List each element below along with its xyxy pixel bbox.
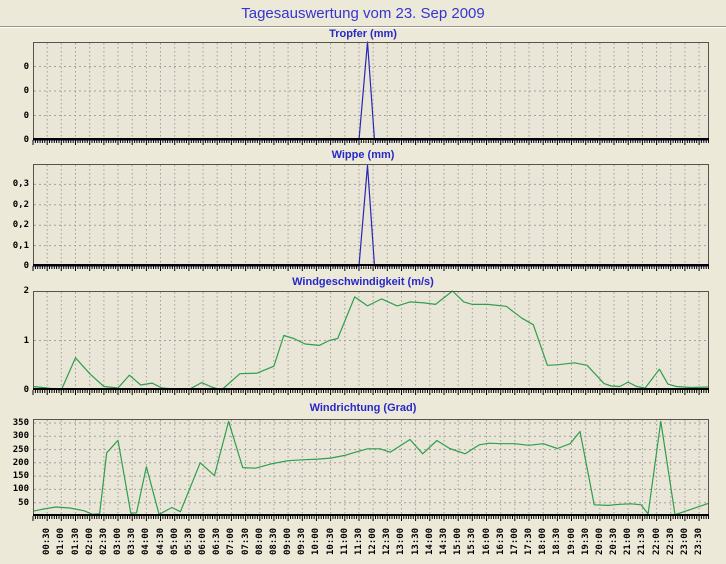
y-tick-label: 0 [23,110,29,121]
x-tick-label: 11:30 [353,527,364,555]
chart-title-wippe: Wippe (mm) [331,149,395,161]
x-tick-label: 11:00 [339,527,350,555]
x-tick-label: 10:30 [325,527,336,555]
x-tick-label: 14:00 [424,527,435,555]
y-tick-label: 0 [23,86,29,96]
y-tick-label: 0 [23,61,29,72]
x-tick-label: 18:00 [538,527,549,555]
x-tick-label: 19:00 [566,527,577,555]
windgeschwindigkeit-plot [32,290,710,395]
y-tick-label: 0,3 [12,179,29,190]
x-tick-label: 12:00 [368,527,379,555]
x-tick-label: 02:30 [98,527,109,555]
x-tick-label: 07:00 [226,527,237,555]
y-tick-label: 2 [23,286,29,296]
x-tick-label: 10:00 [311,527,322,555]
x-tick-label: 14:30 [438,527,449,555]
tropfer-plot [32,41,709,145]
x-tick-label: 15:30 [467,527,478,555]
y-tick-label: 0 [23,385,29,395]
y-tick-label: 200 [12,457,29,468]
title-divider [0,26,726,28]
x-tick-label: 08:30 [268,527,279,555]
x-tick-label: 08:00 [254,527,265,555]
x-tick-label: 03:30 [127,527,138,555]
x-tick-label: 09:30 [297,527,308,555]
x-tick-label: 07:30 [240,527,251,555]
x-tick-label: 09:00 [283,527,294,555]
x-tick-label: 01:30 [70,527,81,555]
x-tick-label: 17:30 [524,527,535,555]
x-tick-label: 22:30 [665,527,676,555]
chart-title-tropfer: Tropfer (mm) [329,28,397,40]
x-tick-label: 01:00 [56,527,67,555]
x-tick-label: 18:30 [552,527,563,555]
x-tick-label: 06:30 [212,527,223,555]
y-tick-label: 150 [12,471,29,482]
y-tick-label: 300 [12,431,29,442]
windrichtung-plot [32,419,710,521]
y-tick-label: 0,2 [12,199,29,210]
x-tick-label: 00:30 [42,527,53,555]
y-tick-label: 350 [12,417,29,428]
y-tick-label: 250 [12,444,29,455]
y-tick-label: 0,1 [12,240,29,251]
x-tick-label: 02:00 [84,527,95,555]
y-tick-label: 0 [23,261,29,271]
x-tick-label: 06:00 [198,527,209,555]
y-tick-label: 50 [18,497,29,508]
x-tick-label: 21:30 [637,527,648,555]
y-tick-label: 0,2 [12,220,29,231]
x-tick-label: 16:30 [495,527,506,555]
chart-title-windrichtung: Windrichtung (Grad) [309,402,417,414]
x-tick-label: 20:30 [609,527,620,555]
x-tick-label: 17:00 [509,527,520,555]
x-tick-label: 13:30 [410,527,421,555]
x-tick-label: 21:00 [623,527,634,555]
y-tick-label: 0 [23,135,29,145]
x-tick-label: 16:00 [481,527,492,555]
x-tick-label: 03:00 [113,527,124,555]
x-tick-label: 04:00 [141,527,152,555]
y-tick-label: 100 [12,484,29,495]
page-title: Tagesauswertung vom 23. Sep 2009 [241,5,485,22]
x-tick-label: 05:00 [169,527,180,555]
x-tick-label: 22:00 [651,527,662,555]
x-tick-label: 23:00 [679,527,690,555]
x-tick-label: 20:00 [594,527,605,555]
y-tick-label: 1 [23,335,29,346]
x-tick-label: 19:30 [580,527,591,555]
x-tick-label: 04:30 [155,527,166,555]
x-tick-label: 23:30 [694,527,705,555]
x-tick-label: 13:00 [396,527,407,555]
x-tick-label: 15:00 [453,527,464,555]
wippe-plot [32,164,709,271]
x-tick-label: 12:30 [382,527,393,555]
x-tick-label: 05:30 [183,527,194,555]
chart-title-windgeschwindigkeit: Windgeschwindigkeit (m/s) [292,276,434,288]
